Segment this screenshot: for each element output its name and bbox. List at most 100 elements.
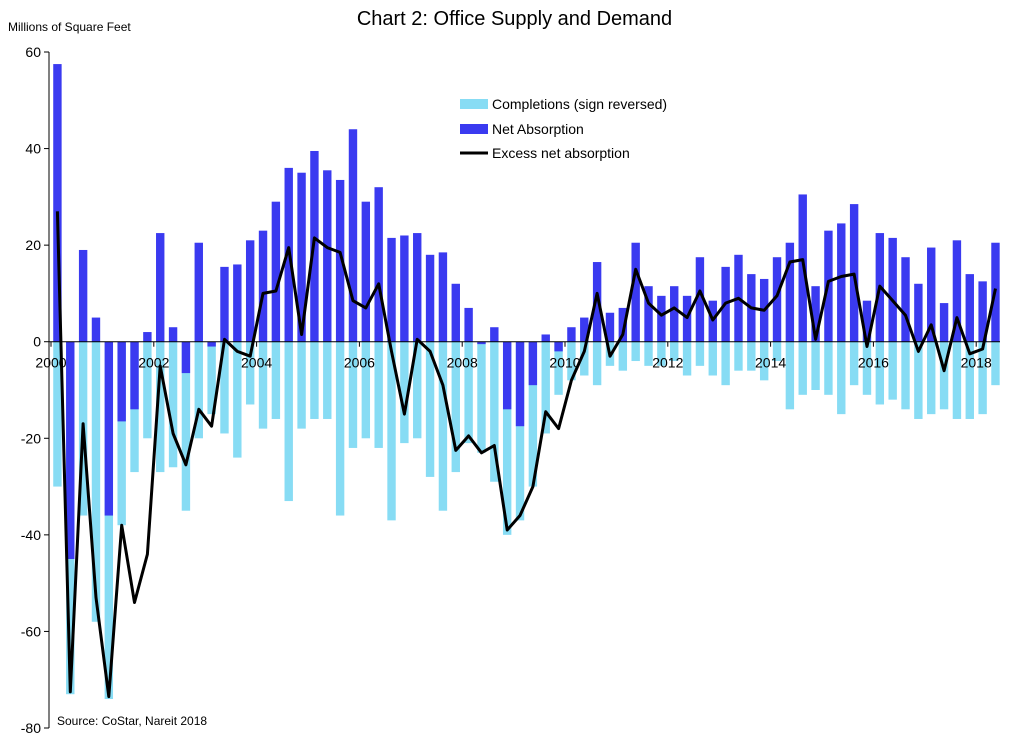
completions-bar [477, 341, 486, 453]
net-absorption-bar [888, 237, 897, 342]
completions-bar [194, 341, 203, 439]
x-tick-label: 2000 [35, 355, 66, 371]
completions-bar [53, 341, 62, 487]
x-tick-label: 2008 [447, 355, 478, 371]
x-tick-label: 2002 [138, 355, 169, 371]
net-absorption-bar [901, 257, 910, 342]
completions-bar [657, 341, 666, 366]
net-absorption-bar [297, 172, 306, 342]
completions-bar [695, 341, 705, 366]
net-absorption-bar [670, 286, 679, 342]
chart-title: Chart 2: Office Supply and Demand [356, 8, 673, 30]
net-absorption-bar [181, 341, 191, 374]
y-tick-label: -20 [21, 430, 41, 446]
net-absorption-bar [862, 300, 872, 342]
completions-bar [104, 341, 114, 700]
completions-bar [927, 341, 936, 415]
net-absorption-bar [156, 233, 165, 342]
x-tick-label: 2018 [961, 355, 992, 371]
completions-bar [965, 341, 974, 419]
net-absorption-bar [464, 307, 473, 342]
net-absorption-bar [528, 341, 538, 386]
net-absorption-bar [104, 341, 114, 516]
completions-bar [875, 341, 885, 405]
y-axis-ticks: 60 40 20 0 -20 -40 -60 -80 [21, 44, 49, 736]
x-tick-label: 2004 [241, 355, 272, 371]
completions-bar [233, 341, 242, 458]
net-absorption-bar [438, 252, 448, 342]
completions-bar [824, 341, 833, 395]
completions-bar [747, 341, 756, 371]
x-tick-label: 2010 [549, 355, 580, 371]
net-absorption-bar [66, 341, 75, 559]
net-absorption-bar [413, 233, 422, 342]
y-tick-label: 20 [25, 237, 41, 253]
net-absorption-bar [811, 286, 820, 342]
completions-bar [143, 341, 152, 439]
completions-bar [708, 341, 717, 376]
completions-bar [361, 341, 371, 439]
excess-net-absorption-line [55, 211, 997, 699]
completions-bar [734, 341, 743, 371]
completions-bar [901, 341, 910, 410]
legend-label-excess: Excess net absorption [492, 145, 630, 161]
completions-bar [348, 341, 358, 448]
net-absorption-bar [631, 242, 640, 342]
net-absorption-bar [695, 257, 705, 342]
completions-bars [53, 341, 1000, 700]
net-absorption-bar [348, 129, 358, 342]
net-absorption-bar [335, 179, 345, 342]
net-absorption-bars [53, 64, 1000, 559]
completions-bar [644, 341, 653, 366]
completions-bar [156, 341, 165, 473]
completions-bar [785, 341, 795, 410]
completions-bar [670, 341, 679, 362]
net-absorption-bar [271, 201, 281, 342]
net-absorption-bar [965, 274, 974, 342]
net-absorption-bar [618, 307, 628, 342]
completions-bar [168, 341, 178, 468]
net-absorption-bar [567, 327, 576, 342]
completions-bar [502, 341, 512, 535]
completions-bar [258, 341, 268, 429]
legend-label-net-absorption: Net Absorption [492, 121, 584, 137]
net-absorption-bar [117, 341, 126, 422]
net-absorption-bar [592, 262, 602, 342]
completions-bar [978, 341, 987, 415]
net-absorption-bar [194, 242, 203, 342]
completions-bar [541, 341, 550, 434]
net-absorption-bar [387, 237, 396, 342]
net-absorption-bar [425, 254, 435, 342]
completions-bar [798, 341, 807, 395]
completions-bar [592, 341, 602, 386]
x-tick-label: 2016 [858, 355, 889, 371]
net-absorption-bar [490, 327, 499, 342]
y-tick-label: -40 [21, 527, 41, 543]
y-tick-label: 40 [25, 141, 41, 157]
net-absorption-bar [939, 303, 949, 342]
net-absorption-bar [541, 334, 550, 342]
net-absorption-bar [245, 240, 255, 342]
completions-bar [387, 341, 396, 521]
net-absorption-bar [130, 341, 139, 410]
net-absorption-bar [927, 247, 936, 342]
net-absorption-bar [53, 64, 62, 342]
x-tick-label: 2014 [755, 355, 786, 371]
completions-bar [490, 341, 499, 482]
net-absorption-bar [374, 187, 383, 342]
x-tick-label: 2006 [344, 355, 375, 371]
net-absorption-bar [837, 223, 846, 342]
completions-bar [952, 341, 962, 419]
completions-bar [323, 341, 332, 419]
net-absorption-bar [502, 341, 512, 410]
net-absorption-bar [91, 317, 101, 342]
completions-bar [374, 341, 383, 448]
net-absorption-bar [978, 281, 987, 342]
net-absorption-bar [258, 230, 268, 342]
legend-label-completions: Completions (sign reversed) [492, 96, 667, 112]
net-absorption-bar [78, 249, 88, 342]
net-absorption-bar [554, 341, 563, 352]
net-absorption-bar [477, 341, 486, 345]
y-tick-label: 60 [25, 44, 41, 60]
